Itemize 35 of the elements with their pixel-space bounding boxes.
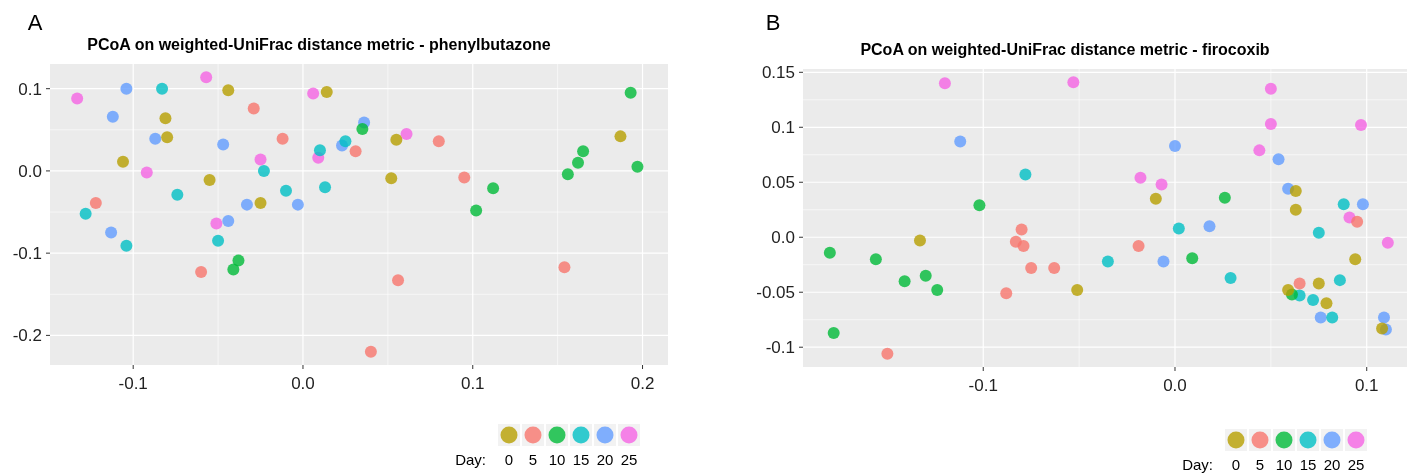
y-tick-label: 0.1 — [18, 79, 42, 99]
y-tick-label: 0.0 — [18, 161, 42, 181]
x-tick-label: -0.1 — [118, 374, 148, 393]
x-tick-label: -0.1 — [968, 376, 998, 395]
y-tick-label: -0.05 — [756, 283, 795, 303]
y-tick-label: 0.05 — [761, 173, 795, 193]
x-tick-label: 0.1 — [1354, 376, 1379, 395]
x-tick-label: 0.0 — [1163, 376, 1187, 395]
chart-title: PCoA on weighted-UniFrac distance metric - phenylbutazone — [87, 36, 551, 53]
y-tick-label: -0.1 — [12, 244, 42, 264]
legend-label: 25 — [1347, 456, 1365, 473]
legend-title: Day: — [1182, 456, 1213, 473]
legend-label: 5 — [1255, 456, 1265, 473]
legend-label: 10 — [1275, 456, 1293, 473]
y-tick-label: 0.0 — [771, 228, 795, 248]
legend-label: 20 — [596, 451, 614, 468]
legend-label: 0 — [504, 451, 514, 468]
legend-title: Day: — [455, 451, 486, 468]
y-tick-label: -0.2 — [12, 326, 42, 346]
legend-label: 10 — [548, 451, 566, 468]
chart-title: PCoA on weighted-UniFrac distance metric - firocoxib — [860, 41, 1270, 58]
legend-label: 25 — [620, 451, 638, 468]
y-tick-label: -0.1 — [765, 338, 795, 358]
legend-label: 20 — [1323, 456, 1341, 473]
legend-label: 5 — [528, 451, 538, 468]
legend-label: 0 — [1231, 456, 1241, 473]
x-tick-label: 0.2 — [630, 374, 655, 393]
legend-label: 15 — [572, 451, 590, 468]
y-tick-label: 0.15 — [761, 63, 795, 83]
legend-label: 15 — [1299, 456, 1317, 473]
x-tick-label: 0.1 — [460, 374, 485, 393]
y-tick-label: 0.1 — [771, 118, 795, 138]
text: A — [27, 10, 43, 35]
text: B — [765, 10, 781, 35]
x-tick-label: 0.0 — [291, 374, 315, 393]
